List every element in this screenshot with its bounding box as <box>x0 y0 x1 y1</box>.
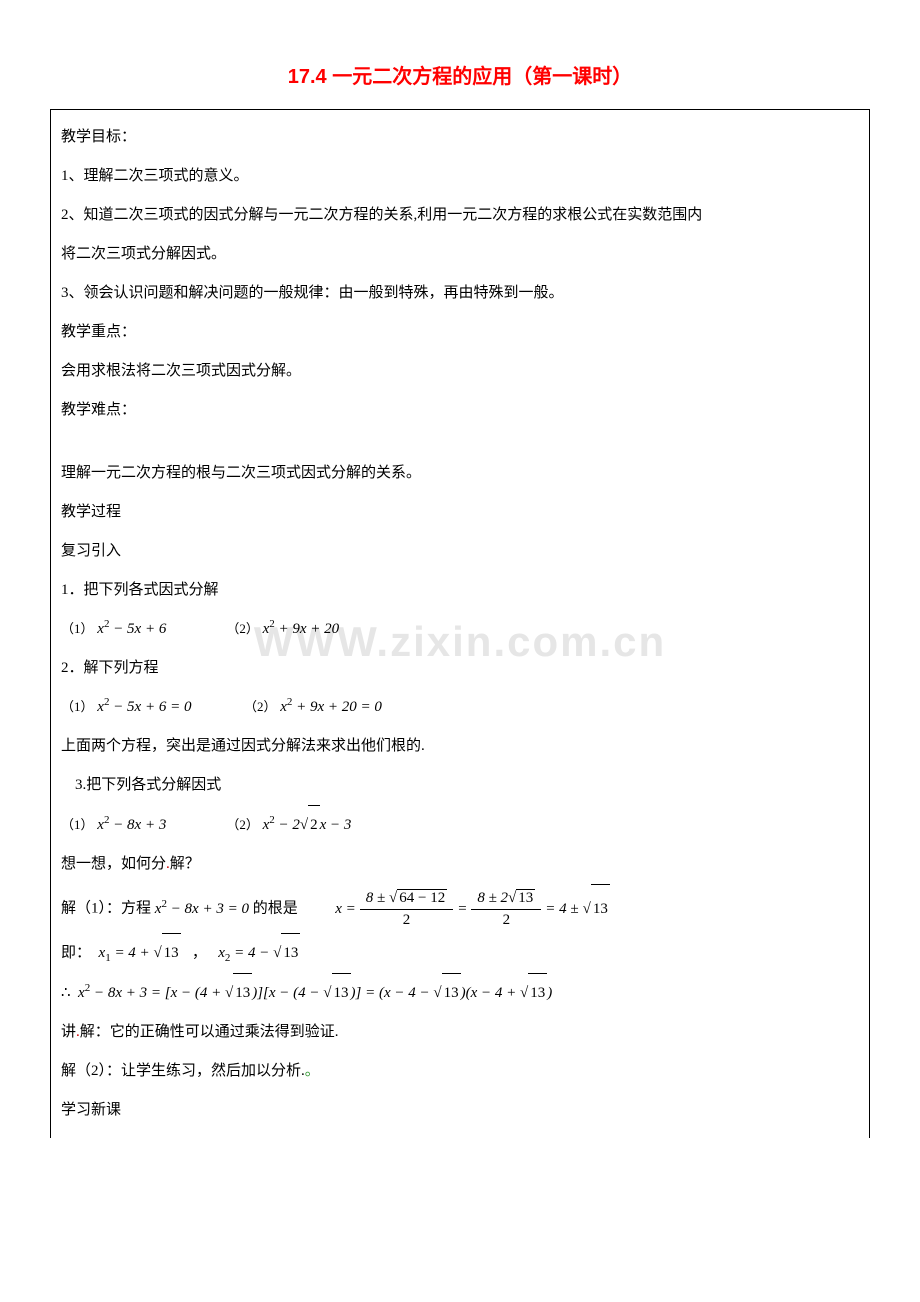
explain-line: 讲.解：它的正确性可以通过乘法得到验证. <box>61 1013 859 1052</box>
note-2: 上面两个方程，突出是通过因式分解法来求出他们根的. <box>61 727 859 766</box>
expr-2b: x2 + 9x + 20 = 0 <box>280 699 382 715</box>
ji-label: 即： <box>61 945 91 961</box>
expr-1b: x2 + 9x + 20 <box>263 621 340 637</box>
q1-heading: 1．把下列各式因式分解 <box>61 571 859 610</box>
sol2-text: 解（2）：让学生练习，然后加以分析. <box>61 1063 305 1079</box>
difficulty-heading: 教学难点： <box>61 391 859 430</box>
review-heading: 复习引入 <box>61 532 859 571</box>
x1-value: x1 = 4 + √13 <box>99 945 185 961</box>
therefore-line: ∴ x2 − 8x + 3 = [x − (4 + √13)][x − (4 −… <box>61 973 859 1013</box>
expr-3b: x2 − 2√2x − 3 <box>263 817 352 833</box>
focus-text: 会用求根法将二次三项式因式分解。 <box>61 352 859 391</box>
process-heading: 教学过程 <box>61 493 859 532</box>
solution-1: 解（1）：方程 x2 − 8x + 3 = 0 的根是 x = 8 ± √64 … <box>61 884 859 933</box>
goal-2a: 2、知道二次三项式的因式分解与一元二次方程的关系,利用一元二次方程的求根公式在实… <box>61 196 859 235</box>
q3-heading: 3.把下列各式分解因式 <box>61 766 859 805</box>
root-equation: x2 − 8x + 3 = 0 <box>155 901 253 917</box>
roots-line: 即： x1 = 4 + √13 ， x2 = 4 − √13 <box>61 933 859 973</box>
sol1-suffix: 的根是 <box>253 901 298 917</box>
q2-equations: （1） x2 − 5x + 6 = 0 （2） x2 + 9x + 20 = 0 <box>61 688 859 727</box>
q2-heading: 2．解下列方程 <box>61 649 859 688</box>
label-2c: （2） <box>226 817 259 832</box>
explain-b: 解：它的正确性可以通过乘法得到验证. <box>80 1024 339 1040</box>
focus-heading: 教学重点： <box>61 313 859 352</box>
label-2: （2） <box>226 621 259 636</box>
q1-expressions: （1） x2 − 5x + 6 （2） x2 + 9x + 20 <box>61 610 859 649</box>
goals-heading: 教学目标： <box>61 118 859 157</box>
factorization: x2 − 8x + 3 = [x − (4 + √13)][x − (4 − √… <box>78 985 552 1001</box>
think-a: 想一想，如何分 <box>61 856 166 872</box>
comma: ， <box>192 945 207 961</box>
page-title: 17.4 一元二次方程的应用（第一课时） <box>50 60 870 89</box>
difficulty-text: 理解一元二次方程的根与二次三项式因式分解的关系。 <box>61 454 859 493</box>
label-2b: （2） <box>244 699 277 714</box>
expr-3a: x2 − 8x + 3 <box>97 817 170 833</box>
blank-line <box>61 430 859 454</box>
q3-expressions: （1） x2 − 8x + 3 （2） x2 − 2√2x − 3 <box>61 805 859 845</box>
solution-2: 解（2）：让学生练习，然后加以分析.。 <box>61 1052 859 1091</box>
root-formula: x = 8 ± √64 − 12 2 = 8 ± 2√13 2 = 4 ± √1… <box>335 884 610 933</box>
content-box: 教学目标： 1、理解二次三项式的意义。 2、知道二次三项式的因式分解与一元二次方… <box>50 109 870 1138</box>
therefore-symbol: ∴ <box>61 985 71 1001</box>
think-line: 想一想，如何分.解？ <box>61 845 859 884</box>
goal-1: 1、理解二次三项式的意义。 <box>61 157 859 196</box>
expr-2a: x2 − 5x + 6 = 0 <box>97 699 195 715</box>
think-b: 解？ <box>170 856 200 872</box>
expr-1a: x2 − 5x + 6 <box>97 621 170 637</box>
explain-a: 讲 <box>61 1024 76 1040</box>
goal-2b: 将二次三项式分解因式。 <box>61 235 859 274</box>
label-1: （1） <box>61 621 94 636</box>
learn-heading: 学习新课 <box>61 1091 859 1130</box>
goal-3: 3、领会认识问题和解决问题的一般规律：由一般到特殊，再由特殊到一般。 <box>61 274 859 313</box>
green-period-icon: 。 <box>305 1063 320 1079</box>
sol1-prefix: 解（1）：方程 <box>61 901 155 917</box>
x2-value: x2 = 4 − √13 <box>218 945 300 961</box>
label-1c: （1） <box>61 817 94 832</box>
label-1b: （1） <box>61 699 94 714</box>
